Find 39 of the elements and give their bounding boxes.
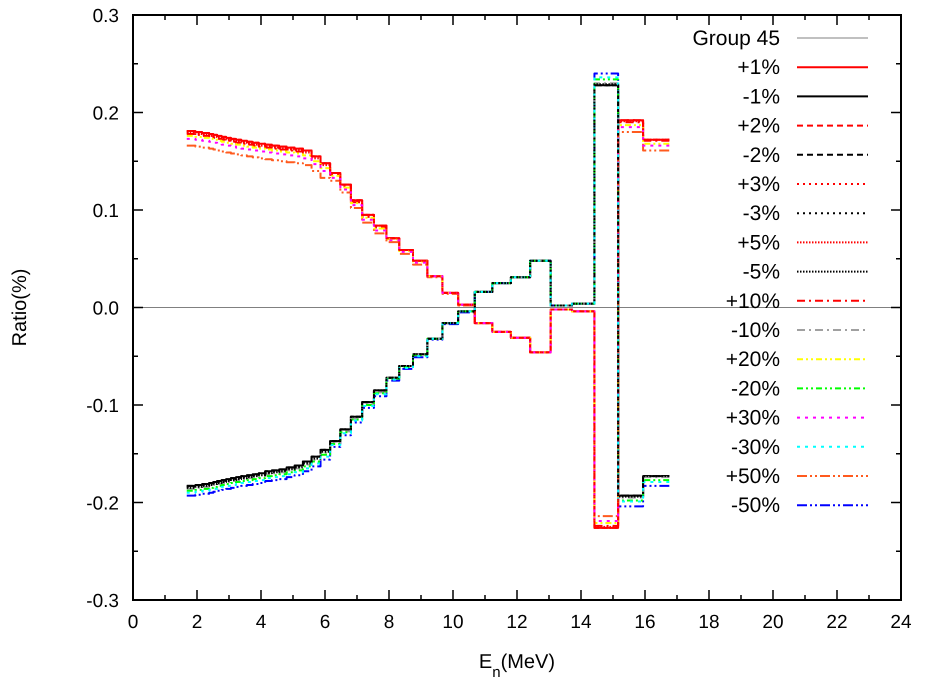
legend-label: -3%: [742, 202, 780, 226]
x-tick-label: 14: [570, 612, 592, 633]
legend-label: +50%: [726, 465, 780, 488]
x-tick-label: 2: [192, 612, 202, 633]
x-tick-label: 0: [128, 612, 138, 633]
legend-label: -10%: [730, 319, 780, 342]
x-tick-label: 20: [762, 612, 784, 633]
legend-label: +20%: [726, 348, 780, 372]
legend-label: +2%: [737, 114, 780, 138]
legend-label: -20%: [730, 377, 780, 400]
x-tick-label: 24: [890, 612, 912, 633]
y-tick-label: -0.2: [86, 494, 119, 514]
y-axis-title: Ratio(%): [9, 268, 31, 346]
x-axis-title: E$_{n}$(MeV): [478, 651, 556, 680]
legend-label: +5%: [737, 231, 780, 254]
y-tick-label: 0.0: [92, 298, 119, 320]
legend-label: -5%: [742, 260, 780, 284]
legend-label: +3%: [737, 173, 780, 196]
legend-label: +10%: [726, 290, 780, 313]
legend-label: -30%: [730, 436, 780, 459]
legend-label: -1%: [742, 85, 780, 108]
y-tick-label: -0.3: [86, 591, 119, 612]
y-tick-label: -0.1: [86, 396, 119, 417]
x-tick-label: 4: [256, 612, 267, 633]
x-tick-label: 8: [384, 612, 394, 633]
legend-label: -50%: [730, 494, 780, 518]
x-tick-label: 12: [506, 612, 528, 633]
x-tick-label: 10: [442, 612, 464, 633]
x-tick-label: 18: [698, 612, 720, 633]
x-tick-label: 16: [634, 612, 656, 633]
y-tick-label: 0.2: [92, 104, 119, 124]
legend-label: +30%: [726, 406, 780, 430]
x-tick-label: 22: [826, 612, 848, 633]
y-tick-label: 0.3: [92, 6, 119, 27]
y-tick-label: 0.1: [92, 201, 119, 222]
legend-label: +1%: [737, 56, 780, 80]
x-tick-label: 6: [320, 612, 330, 633]
legend-label: -2%: [742, 144, 780, 167]
legend-label: Group 45: [692, 27, 780, 50]
